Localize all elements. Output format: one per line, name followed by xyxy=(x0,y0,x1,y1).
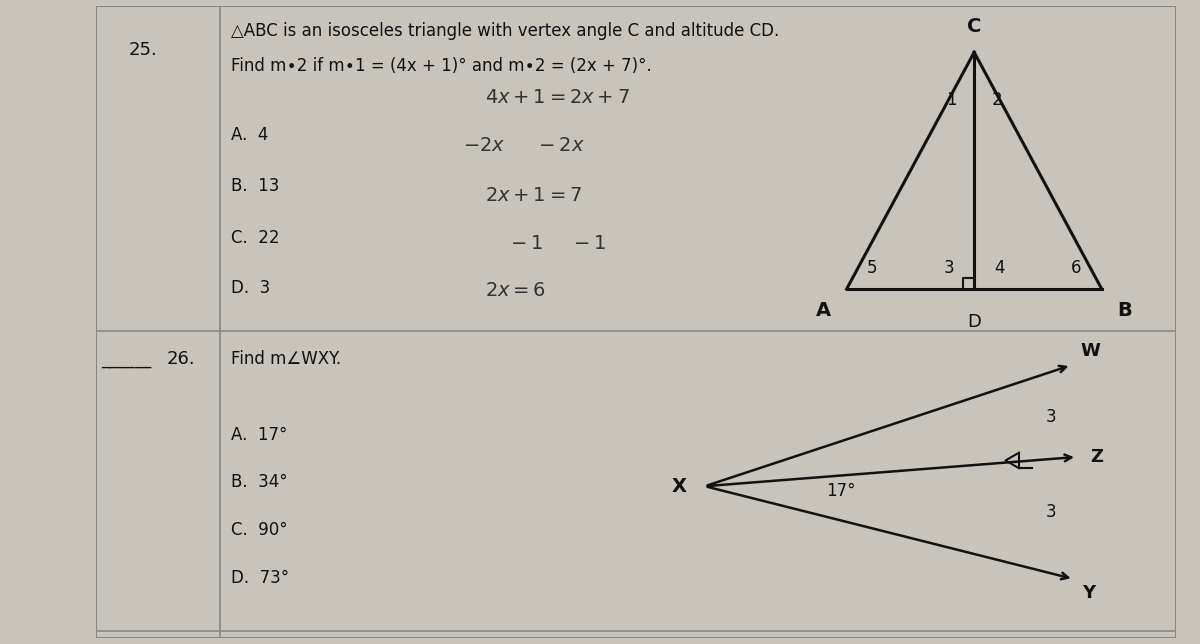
Text: A.  17°: A. 17° xyxy=(230,426,287,444)
Text: 3: 3 xyxy=(943,259,954,277)
Text: B: B xyxy=(1117,301,1132,320)
Text: 25.: 25. xyxy=(128,41,157,59)
Text: 2: 2 xyxy=(992,91,1002,109)
Text: C.  90°: C. 90° xyxy=(230,521,288,539)
Text: Z: Z xyxy=(1091,448,1103,466)
Text: 3: 3 xyxy=(1046,503,1056,521)
Text: △ABC is an isosceles triangle with vertex angle C and altitude CD.: △ABC is an isosceles triangle with verte… xyxy=(230,23,779,40)
Text: C.  22: C. 22 xyxy=(230,229,280,247)
Text: Y: Y xyxy=(1082,584,1096,602)
Text: W: W xyxy=(1080,342,1100,360)
Text: ______: ______ xyxy=(101,350,151,368)
Text: $2x=6$: $2x=6$ xyxy=(485,281,546,300)
Text: D.  3: D. 3 xyxy=(230,279,270,297)
Text: 5: 5 xyxy=(866,259,877,277)
Text: D: D xyxy=(967,313,982,331)
Text: A: A xyxy=(816,301,832,320)
Text: 26.: 26. xyxy=(166,350,194,368)
Text: $\;\;-1\;\;\;\;\;-1$: $\;\;-1\;\;\;\;\;-1$ xyxy=(496,234,606,252)
Text: Find m∠WXY.: Find m∠WXY. xyxy=(230,350,341,368)
Text: B.  34°: B. 34° xyxy=(230,473,288,491)
Text: A.  4: A. 4 xyxy=(230,126,269,144)
Text: $-2x\;\;\;\;\;\;-2x$: $-2x\;\;\;\;\;\;-2x$ xyxy=(463,136,586,155)
Text: B.  13: B. 13 xyxy=(230,177,280,195)
Text: $4x+1=2x+7$: $4x+1=2x+7$ xyxy=(485,88,630,108)
Text: 4: 4 xyxy=(995,259,1004,277)
Text: 3: 3 xyxy=(1046,408,1056,426)
Text: Find m∙2 if m∙1 = (4x + 1)° and m∙2 = (2x + 7)°.: Find m∙2 if m∙1 = (4x + 1)° and m∙2 = (2… xyxy=(230,57,652,75)
Text: X: X xyxy=(672,477,686,496)
Text: 6: 6 xyxy=(1070,259,1081,277)
Text: 17°: 17° xyxy=(826,482,856,500)
Text: 1: 1 xyxy=(946,91,956,109)
Text: C: C xyxy=(967,17,982,35)
Text: D.  73°: D. 73° xyxy=(230,569,289,587)
Text: $2x+1=7$: $2x+1=7$ xyxy=(485,186,582,205)
